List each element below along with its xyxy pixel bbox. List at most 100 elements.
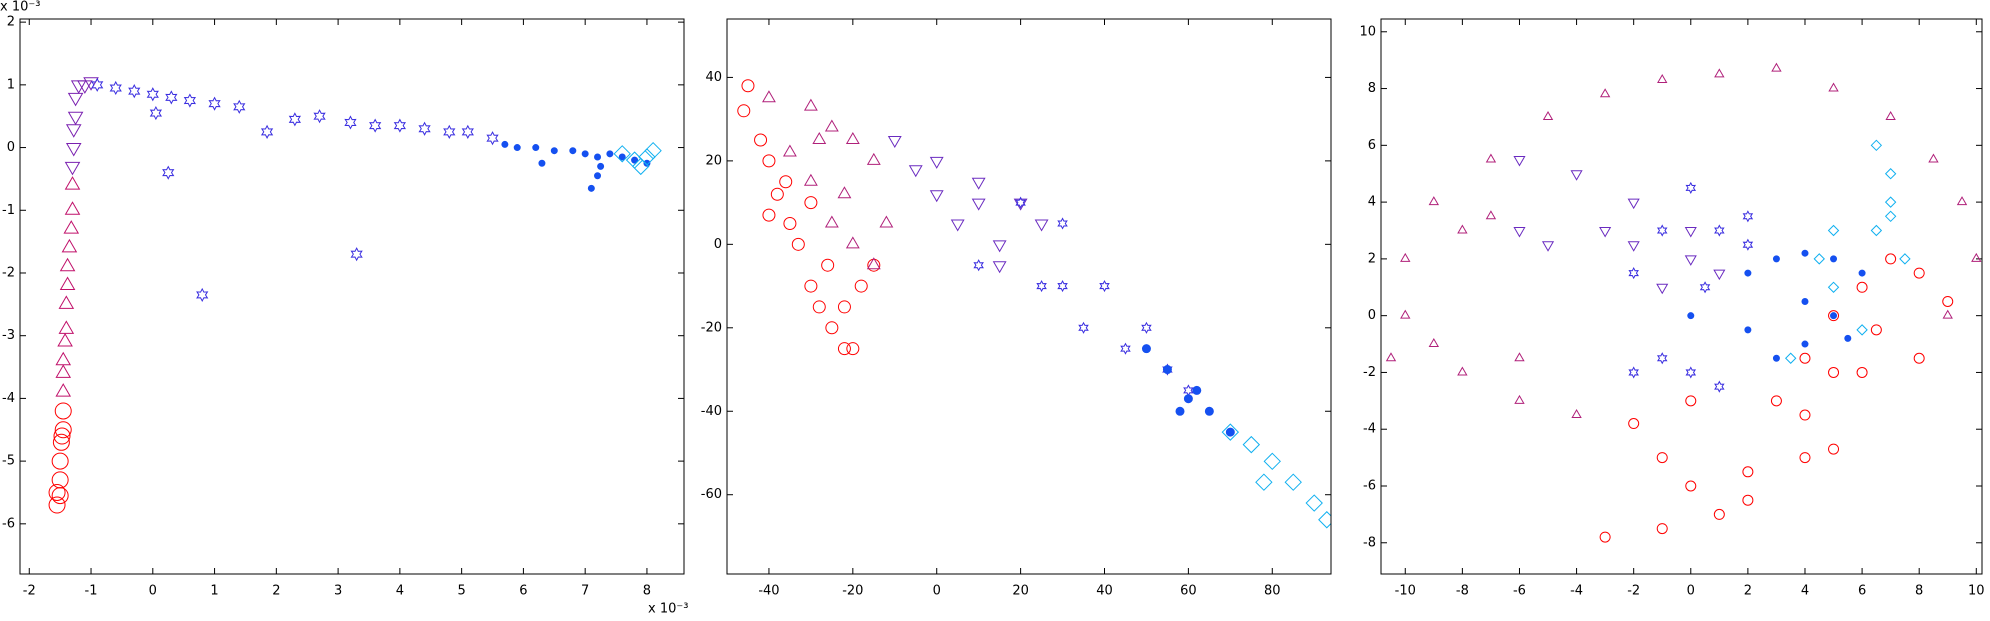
point bbox=[1770, 395, 1782, 407]
point bbox=[737, 104, 751, 118]
point bbox=[344, 115, 357, 130]
point bbox=[128, 84, 141, 99]
x-tick-label: -2 bbox=[1627, 584, 1640, 599]
x-tick-label: -2 bbox=[23, 584, 36, 599]
point bbox=[791, 237, 805, 251]
point bbox=[67, 111, 84, 126]
point bbox=[762, 208, 776, 222]
point bbox=[837, 342, 851, 356]
point bbox=[1827, 224, 1840, 237]
point bbox=[846, 342, 860, 356]
point bbox=[162, 165, 175, 180]
x-tick-label: 8 bbox=[643, 584, 651, 599]
y-tick-label: -40 bbox=[701, 404, 722, 419]
point bbox=[866, 152, 881, 165]
point bbox=[1942, 309, 1953, 319]
point bbox=[1771, 62, 1782, 72]
point bbox=[1485, 210, 1497, 220]
point bbox=[1714, 380, 1725, 393]
point bbox=[77, 80, 93, 94]
plot-area bbox=[737, 79, 1331, 529]
point bbox=[908, 165, 923, 178]
point bbox=[1856, 366, 1868, 378]
point bbox=[1514, 352, 1525, 362]
point bbox=[1057, 279, 1068, 293]
point bbox=[1513, 156, 1526, 167]
point bbox=[1913, 352, 1925, 364]
point bbox=[597, 162, 605, 170]
point bbox=[644, 141, 662, 160]
point bbox=[461, 124, 474, 139]
point bbox=[1956, 196, 1968, 206]
x-tick-label: -6 bbox=[1513, 584, 1526, 599]
point bbox=[1457, 224, 1468, 234]
point bbox=[1099, 279, 1110, 293]
point bbox=[532, 144, 540, 152]
y-tick-label: 4 bbox=[1368, 195, 1376, 210]
point bbox=[61, 238, 78, 253]
y-tick-label: 0 bbox=[7, 140, 15, 155]
point bbox=[824, 215, 839, 228]
point bbox=[971, 198, 986, 211]
point bbox=[812, 300, 826, 314]
point bbox=[632, 157, 650, 176]
point bbox=[1627, 241, 1640, 252]
point bbox=[1699, 281, 1711, 294]
point bbox=[837, 300, 851, 314]
point bbox=[1942, 295, 1954, 307]
point bbox=[762, 90, 776, 103]
y-tick-label: 6 bbox=[1368, 138, 1376, 153]
point bbox=[1714, 224, 1725, 237]
point bbox=[741, 79, 755, 93]
point bbox=[992, 240, 1007, 253]
point bbox=[803, 98, 818, 111]
point bbox=[638, 148, 656, 166]
point bbox=[1742, 238, 1754, 251]
point bbox=[1599, 226, 1612, 238]
point bbox=[1856, 281, 1868, 293]
point bbox=[1141, 321, 1152, 334]
y-tick-label: -5 bbox=[2, 454, 15, 469]
point bbox=[879, 215, 894, 228]
point bbox=[754, 133, 768, 147]
x-tick-label: 2 bbox=[1744, 584, 1752, 599]
point bbox=[1799, 452, 1811, 464]
x-tick-label: 5 bbox=[457, 584, 465, 599]
x-tick-label: 60 bbox=[1180, 584, 1197, 599]
point bbox=[57, 332, 73, 347]
point bbox=[1685, 366, 1697, 379]
point bbox=[1627, 198, 1640, 210]
point bbox=[1801, 297, 1809, 305]
point bbox=[837, 186, 852, 199]
point bbox=[1899, 253, 1911, 265]
y-tick-label: 20 bbox=[705, 153, 722, 168]
point bbox=[887, 136, 902, 149]
point bbox=[51, 452, 69, 470]
y-tick-label: -6 bbox=[1363, 478, 1376, 493]
point bbox=[587, 184, 595, 192]
x-tick-label: 80 bbox=[1264, 584, 1281, 599]
point bbox=[929, 190, 944, 203]
point bbox=[64, 161, 81, 176]
point bbox=[486, 131, 499, 146]
point bbox=[1628, 267, 1639, 280]
point bbox=[53, 427, 71, 445]
point bbox=[393, 118, 406, 133]
point bbox=[369, 118, 382, 133]
x-tick-label: -40 bbox=[758, 584, 779, 599]
y-tick-label: -2 bbox=[1363, 365, 1376, 380]
point bbox=[1057, 217, 1068, 230]
point bbox=[1685, 395, 1697, 407]
point bbox=[54, 421, 72, 439]
point bbox=[550, 147, 558, 155]
x-tick-label: -10 bbox=[1395, 584, 1416, 599]
point bbox=[64, 176, 81, 190]
point bbox=[183, 93, 196, 108]
point bbox=[1656, 452, 1668, 464]
point bbox=[52, 433, 70, 451]
axes-frame bbox=[1380, 18, 1983, 575]
point bbox=[1305, 494, 1323, 512]
y-tick-label: 40 bbox=[705, 70, 722, 85]
point bbox=[1844, 334, 1852, 342]
